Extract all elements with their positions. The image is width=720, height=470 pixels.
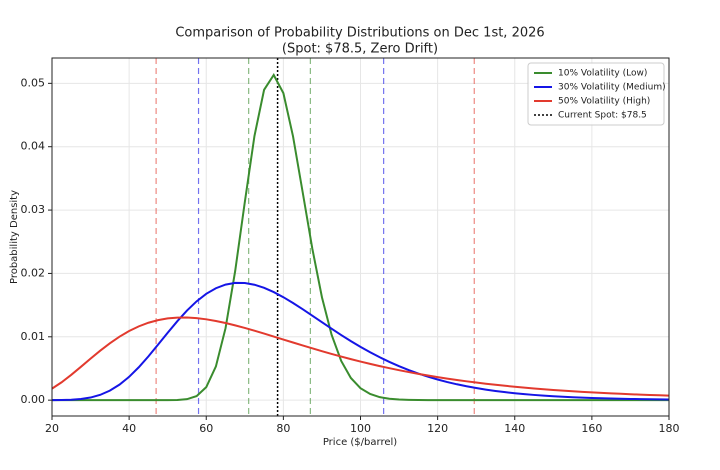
series-line xyxy=(51,281,670,402)
x-tick-label: 40 xyxy=(122,422,136,435)
legend-label: 10% Volatility (Low) xyxy=(558,69,647,79)
y-tick-label: 0.00 xyxy=(21,393,46,406)
x-tick-label: 60 xyxy=(199,422,213,435)
y-tick-label: 0.01 xyxy=(21,330,46,343)
plot-frame xyxy=(51,57,670,417)
x-tick-label: 20 xyxy=(45,422,59,435)
legend-label: 30% Volatility (Medium) xyxy=(558,83,666,93)
legend-label: 50% Volatility (High) xyxy=(558,97,650,107)
x-tick-label: 100 xyxy=(350,422,371,435)
chart-subtitle: (Spot: $78.5, Zero Drift) xyxy=(282,42,438,57)
y-tick-label: 0.04 xyxy=(21,140,46,153)
series-line xyxy=(52,73,669,402)
x-tick-label: 180 xyxy=(659,422,680,435)
y-axis-label: Probability Density xyxy=(9,190,20,284)
x-tick-label: 140 xyxy=(504,422,525,435)
x-tick-label: 160 xyxy=(581,422,602,435)
chart-title: Comparison of Probability Distributions … xyxy=(175,26,544,41)
y-tick-label: 0.03 xyxy=(21,203,46,216)
legend-box xyxy=(527,62,665,126)
y-tick-label: 0.05 xyxy=(21,76,46,89)
x-tick-label: 120 xyxy=(427,422,448,435)
x-tick-label: 80 xyxy=(276,422,290,435)
x-axis-label: Price ($/barrel) xyxy=(323,437,397,448)
y-tick-label: 0.02 xyxy=(21,266,46,279)
series-line xyxy=(51,316,670,397)
legend-label: Current Spot: $78.5 xyxy=(558,111,647,121)
